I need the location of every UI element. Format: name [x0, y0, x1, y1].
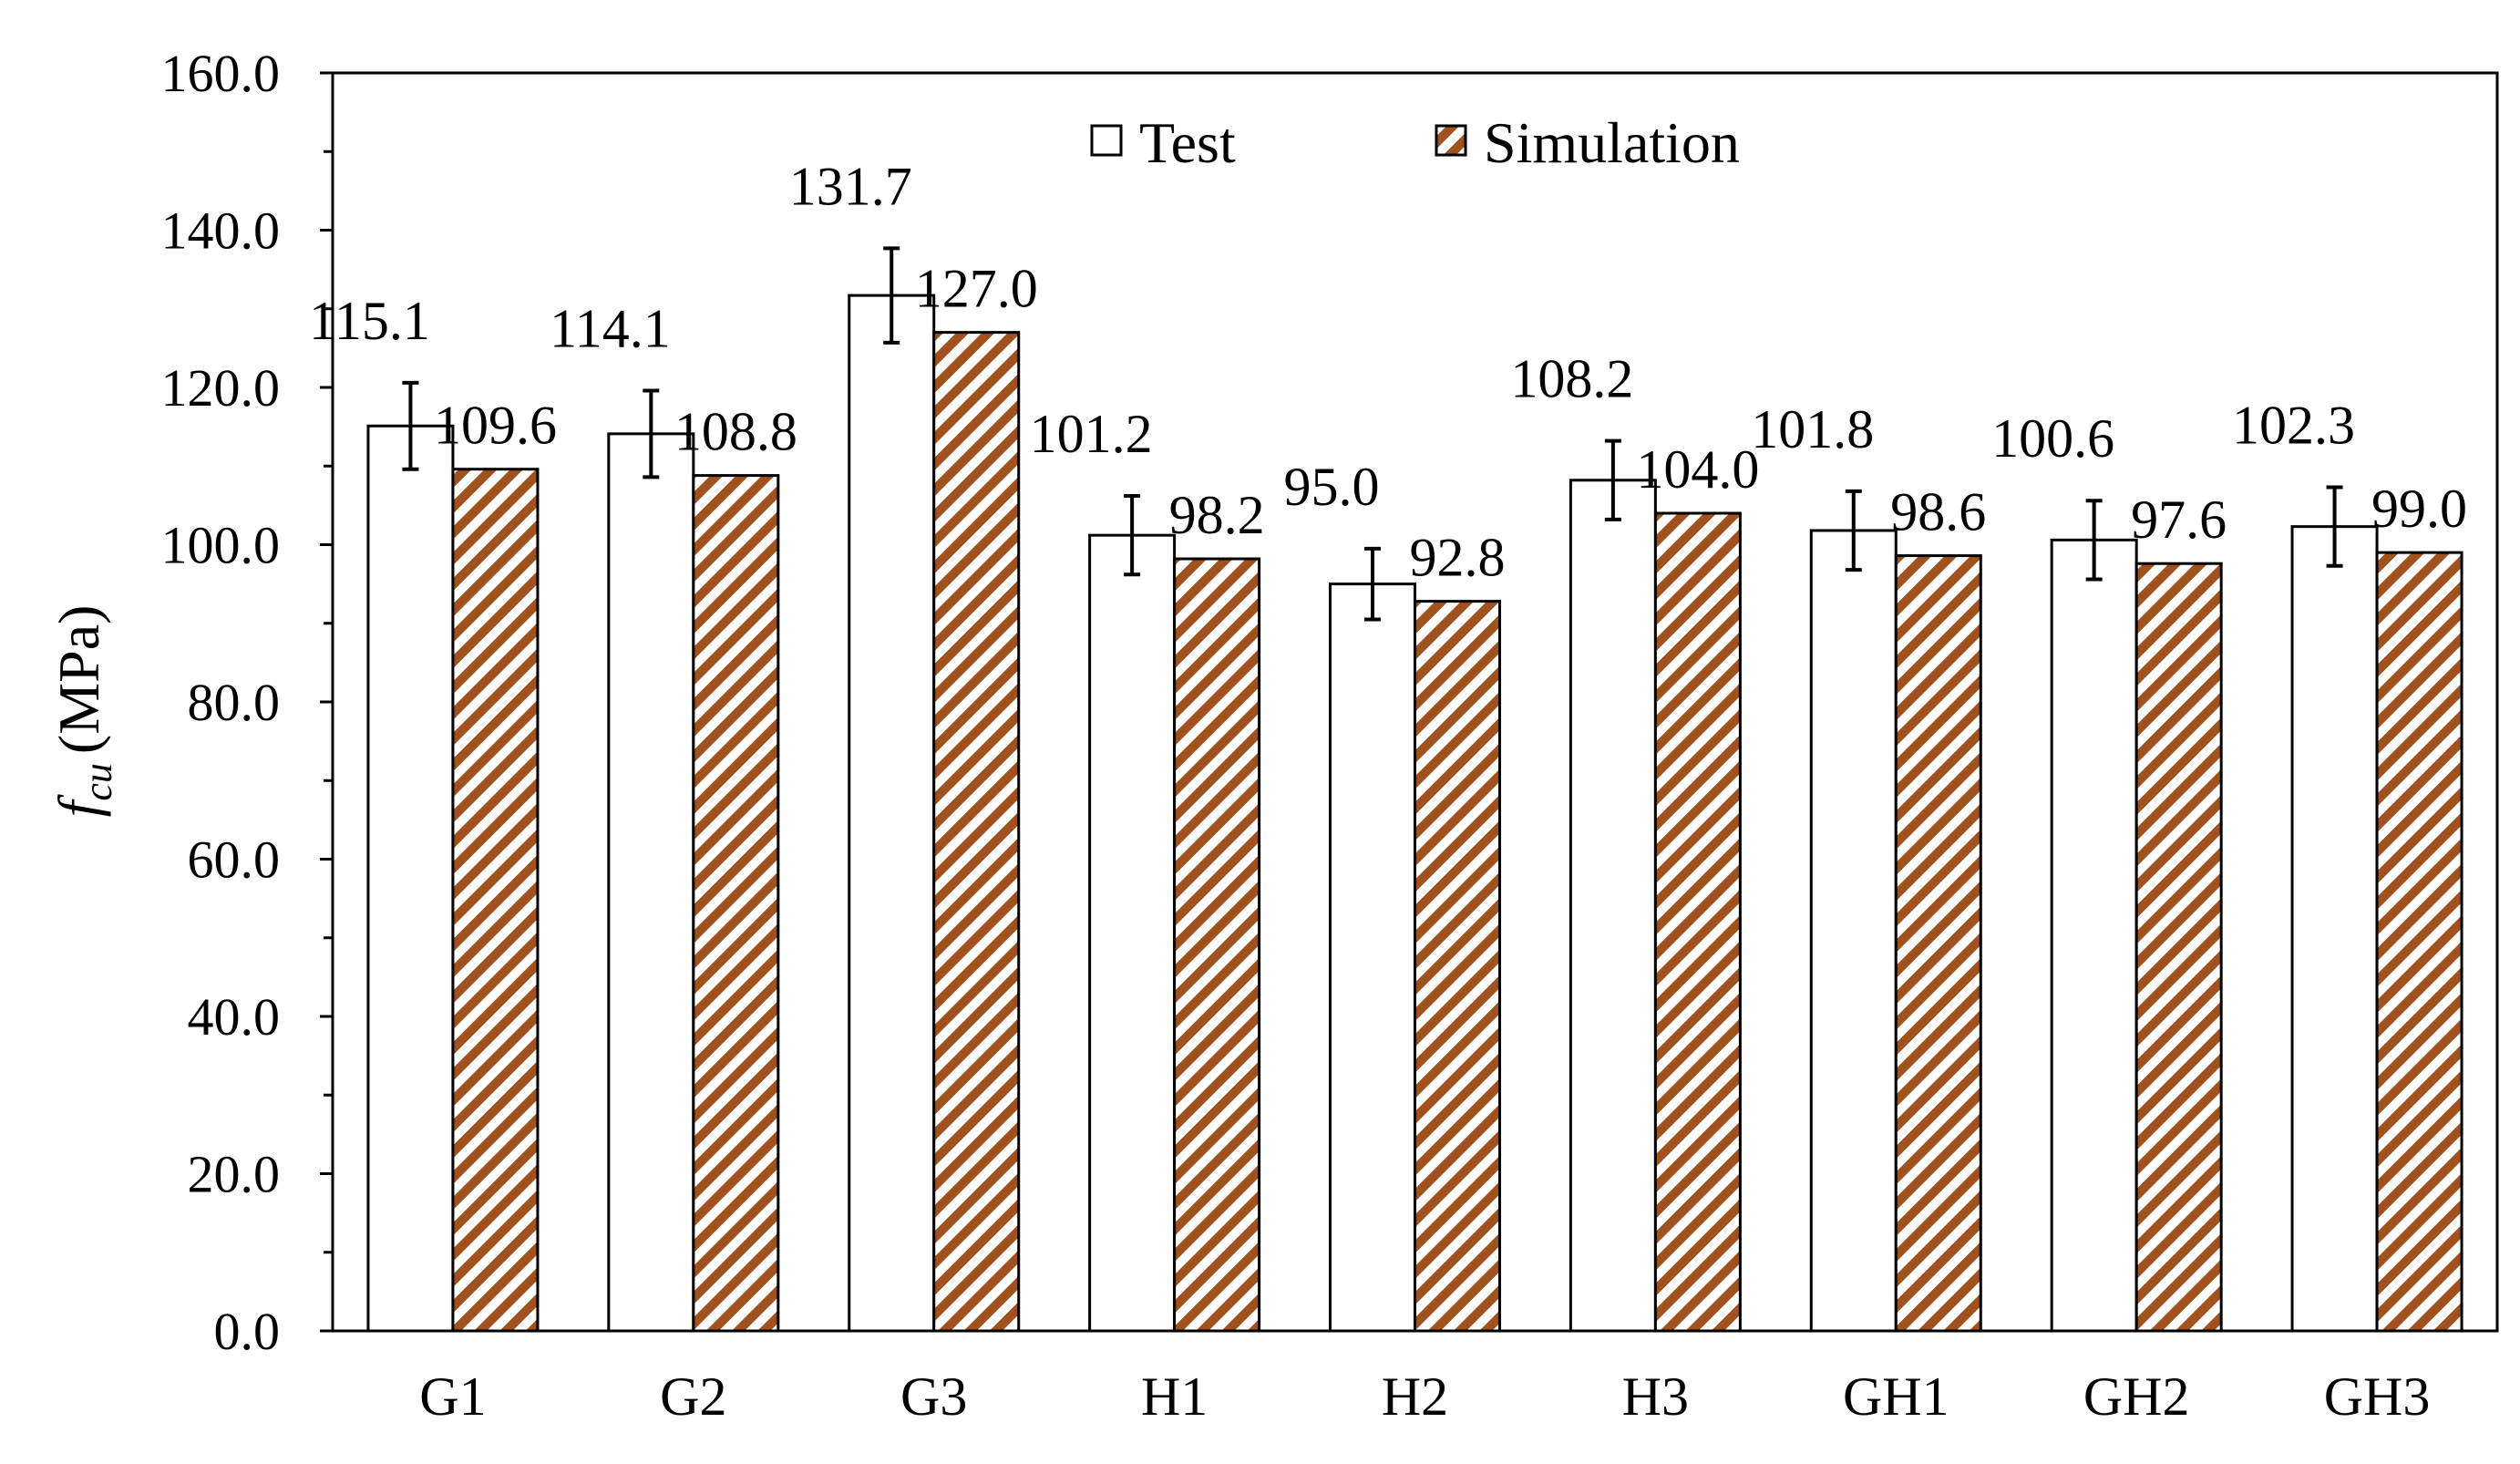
x-tick-label-g2: G2 [660, 1366, 726, 1427]
bar-test-g3 [848, 294, 936, 1333]
legend: Test Simulation [1090, 110, 1740, 175]
data-label-test-h2: 95.0 [1284, 457, 1380, 517]
bar-simulation-gh2 [2134, 562, 2223, 1333]
y-tick-label-6: 120.0 [161, 358, 281, 418]
data-label-test-g1: 115.1 [309, 291, 430, 351]
bar-test-h1 [1088, 533, 1177, 1333]
bar-test-h2 [1329, 583, 1416, 1333]
data-label-simulation-h3: 104.0 [1636, 439, 1759, 500]
bar-test-gh1 [1809, 529, 1898, 1333]
data-label-test-gh2: 100.6 [1991, 408, 2114, 469]
data-label-test-g3: 131.7 [789, 156, 912, 216]
y-tick-label-4: 80.0 [188, 673, 281, 732]
x-tick-label-g3: G3 [900, 1366, 967, 1427]
error-bar-test-h3 [1604, 438, 1621, 521]
bar-simulation-gh1 [1894, 554, 1982, 1333]
data-label-test-h1: 101.2 [1030, 404, 1153, 464]
y-axis-title: fcu(MPa) [46, 605, 120, 818]
data-label-test-gh1: 101.8 [1751, 399, 1874, 459]
y-axis-unit: (MPa) [46, 605, 111, 755]
bar-test-g1 [366, 424, 455, 1333]
bar-simulation-h1 [1173, 557, 1261, 1333]
x-tick-label-gh2: GH2 [2083, 1366, 2190, 1427]
legend-label-simulation: Simulation [1484, 110, 1740, 175]
x-labels-layer: G1 G2 G3 H1 H2 H3 GH1 GH2 GH3 [419, 1366, 2430, 1427]
bar-simulation-h3 [1653, 511, 1742, 1333]
error-bar-test-h1 [1124, 494, 1141, 577]
data-label-simulation-g3: 127.0 [915, 259, 1038, 319]
x-tick-label-h3: H3 [1622, 1366, 1689, 1427]
legend-label-test: Test [1139, 110, 1236, 175]
data-label-simulation-gh1: 98.6 [1890, 482, 1986, 542]
y-tick-label-3: 60.0 [188, 830, 281, 890]
error-bar-test-gh3 [2326, 485, 2343, 568]
error-bar-test-g2 [643, 388, 660, 479]
y-tick-label-7: 140.0 [161, 201, 281, 261]
y-tick-label-5: 100.0 [161, 516, 281, 575]
data-label-test-gh3: 102.3 [2232, 396, 2355, 456]
data-label-simulation-h2: 92.8 [1410, 528, 1506, 588]
legend-swatch-test [1090, 124, 1123, 157]
error-bar-test-gh1 [1845, 489, 1862, 572]
error-bar-test-g1 [402, 380, 419, 471]
error-bar-test-g3 [883, 246, 900, 345]
x-tick-label-h1: H1 [1141, 1366, 1208, 1427]
bar-simulation-gh3 [2375, 551, 2463, 1333]
bar-test-gh2 [2050, 538, 2138, 1333]
data-label-simulation-h1: 98.2 [1169, 485, 1265, 545]
x-tick-label-g1: G1 [419, 1366, 486, 1427]
bar-simulation-g3 [932, 331, 1021, 1333]
data-label-test-g2: 114.1 [550, 298, 671, 358]
error-bars-layer [402, 246, 2343, 622]
data-label-test-h3: 108.2 [1510, 349, 1633, 409]
bar-test-gh3 [2290, 525, 2379, 1333]
error-bar-test-h2 [1364, 546, 1381, 622]
x-tick-label-h2: H2 [1382, 1366, 1448, 1427]
bars-layer [366, 294, 2463, 1333]
y-tick-label-0: 0.0 [214, 1302, 281, 1361]
y-tick-label-8: 160.0 [161, 44, 281, 103]
error-bar-test-gh2 [2085, 499, 2103, 582]
data-label-simulation-gh3: 99.0 [2371, 479, 2467, 539]
data-label-simulation-g1: 109.6 [434, 396, 557, 456]
bar-test-h3 [1569, 479, 1657, 1333]
bar-simulation-h2 [1414, 600, 1501, 1333]
data-label-simulation-gh2: 97.6 [2131, 490, 2227, 550]
x-tick-label-gh1: GH1 [1843, 1366, 1949, 1427]
x-tick-label-gh3: GH3 [2324, 1366, 2431, 1427]
y-axis-subscript: cu [76, 763, 120, 801]
bar-test-g2 [607, 432, 695, 1333]
bar-simulation-g1 [451, 468, 540, 1333]
y-ticks-layer: 0.0 20.0 40.0 60.0 80.0 100.0 120.0 140.0 160.0 [161, 44, 333, 1361]
y-tick-label-1: 20.0 [188, 1145, 281, 1204]
y-tick-label-2: 40.0 [188, 987, 281, 1046]
legend-swatch-simulation [1435, 124, 1467, 157]
data-label-simulation-g2: 108.8 [674, 402, 797, 462]
bar-simulation-g2 [692, 474, 780, 1333]
